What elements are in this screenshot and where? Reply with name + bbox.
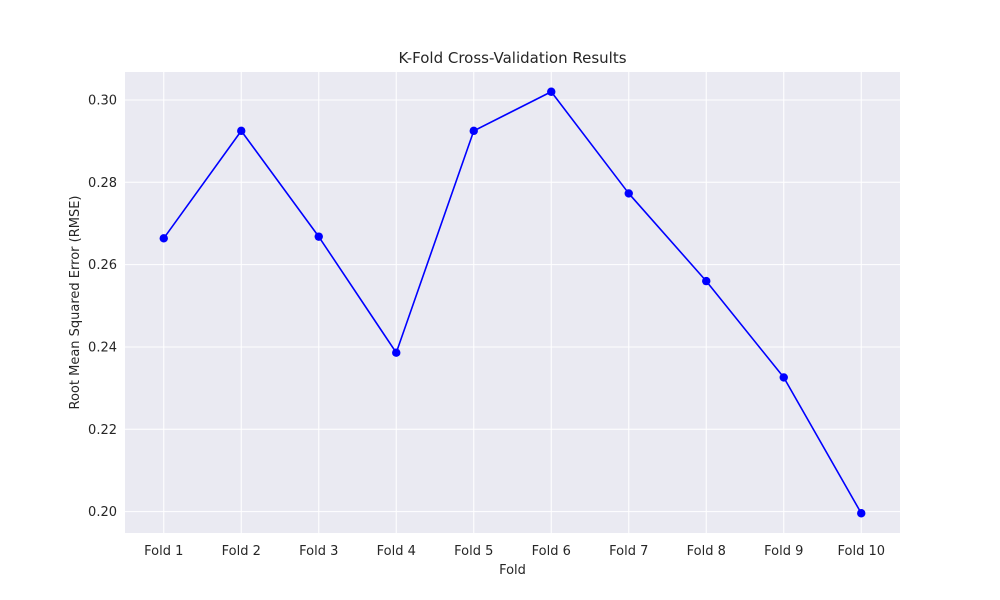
y-axis-label: Root Mean Squared Error (RMSE) (68, 196, 83, 410)
y-tick-label: 0.28 (88, 176, 117, 191)
x-tick-label: Fold 3 (299, 544, 338, 559)
series-line (163, 90, 862, 514)
data-point (702, 276, 711, 286)
chart-title: K-Fold Cross-Validation Results (398, 49, 626, 67)
x-tick-label: Fold 2 (222, 544, 261, 559)
x-tick-label: Fold 7 (609, 544, 648, 559)
x-tick-label: Fold 8 (687, 544, 726, 559)
x-tick-label: Fold 1 (144, 544, 183, 559)
grid-lines (125, 72, 900, 533)
y-tick-label: 0.30 (88, 93, 117, 108)
y-tick-label: 0.22 (88, 423, 117, 438)
x-tick-label: Fold 4 (377, 544, 416, 559)
y-tick-label: 0.26 (88, 258, 117, 273)
series-layer (159, 87, 866, 518)
x-tick-label: Fold 6 (532, 544, 571, 559)
y-tick-label: 0.20 (88, 505, 117, 520)
data-point (237, 126, 246, 136)
x-tick-label: Fold 10 (837, 544, 885, 559)
data-point (779, 373, 788, 382)
x-axis-label: Fold (499, 563, 526, 578)
y-tick-label: 0.24 (88, 340, 117, 355)
data-point (392, 348, 401, 357)
data-point (469, 126, 478, 136)
x-tick-label: Fold 9 (764, 544, 803, 559)
tick-labels: 0.20 0.22 0.24 0.26 0.28 0.30 Fold 1 Fold 2 Fold… (88, 93, 885, 559)
data-point (159, 234, 168, 243)
data-point (314, 232, 323, 241)
data-point (547, 87, 556, 96)
data-point (857, 509, 866, 518)
data-point (624, 189, 633, 198)
x-tick-label: Fold 5 (454, 544, 493, 559)
